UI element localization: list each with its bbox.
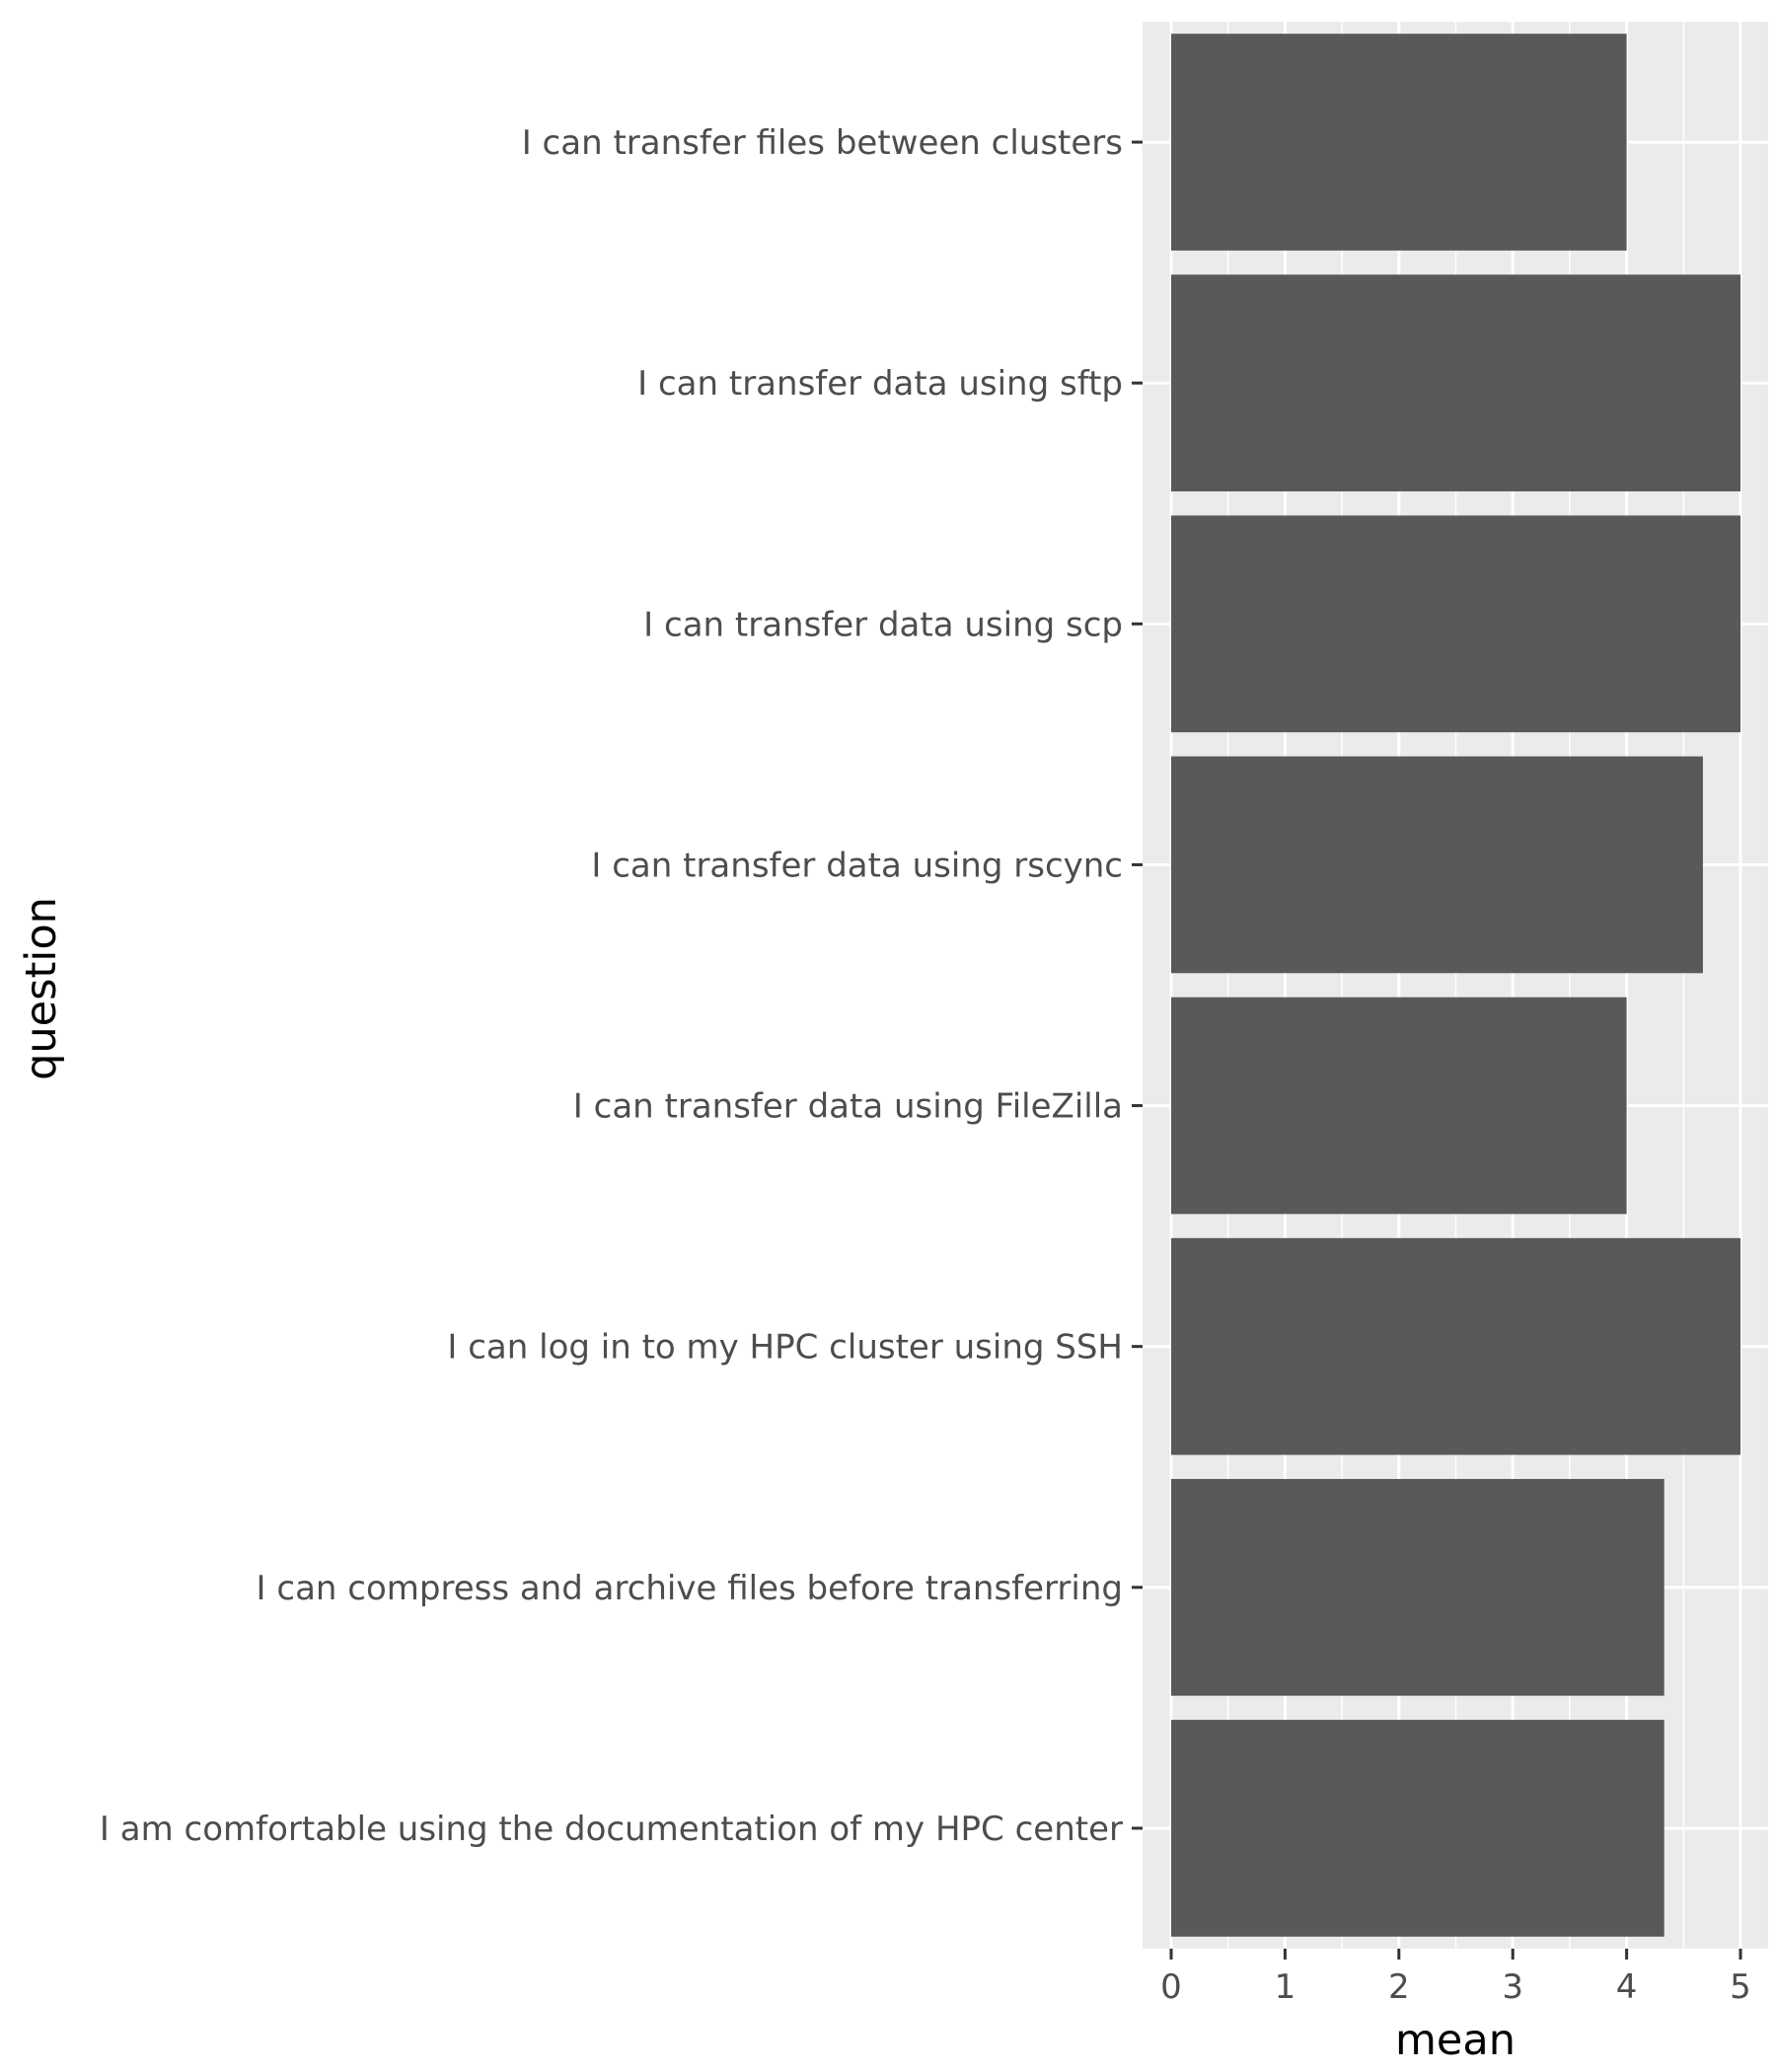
x-tick-label: 5 [1730, 1967, 1751, 2007]
y-tick-label: I can transfer data using rscync [591, 846, 1123, 885]
x-tick-label: 2 [1388, 1967, 1410, 2007]
y-axis-title: question [17, 897, 66, 1080]
x-tick-label: 1 [1275, 1967, 1296, 2007]
bar [1171, 274, 1740, 492]
y-tick-label: I can transfer data using sftp [637, 364, 1123, 404]
y-tick-label: I can log in to my HPC cluster using SSH [447, 1328, 1123, 1368]
x-axis-title: mean [1395, 2016, 1516, 2065]
bar [1171, 1237, 1740, 1455]
x-axis: 0 1 2 3 4 5 [1160, 1949, 1751, 2007]
bar [1171, 515, 1740, 733]
x-tick-label: 0 [1160, 1967, 1182, 2007]
y-tick-label: I am comfortable using the documentation… [100, 1810, 1123, 1849]
y-axis: I can transfer files between clusters I c… [100, 123, 1143, 1849]
bar [1171, 1720, 1665, 1937]
bar [1171, 756, 1703, 974]
x-tick-label: 3 [1502, 1967, 1523, 2007]
y-tick-label: I can transfer data using FileZilla [573, 1087, 1123, 1127]
y-tick-label: I can transfer files between clusters [522, 123, 1123, 163]
x-tick-label: 4 [1616, 1967, 1638, 2007]
bar [1171, 1478, 1665, 1696]
y-tick-label: I can compress and archive files before … [257, 1569, 1123, 1608]
bar [1171, 34, 1627, 251]
y-tick-label: I can transfer data using scp [643, 605, 1123, 644]
bar [1171, 997, 1627, 1215]
bars [1171, 34, 1740, 1937]
